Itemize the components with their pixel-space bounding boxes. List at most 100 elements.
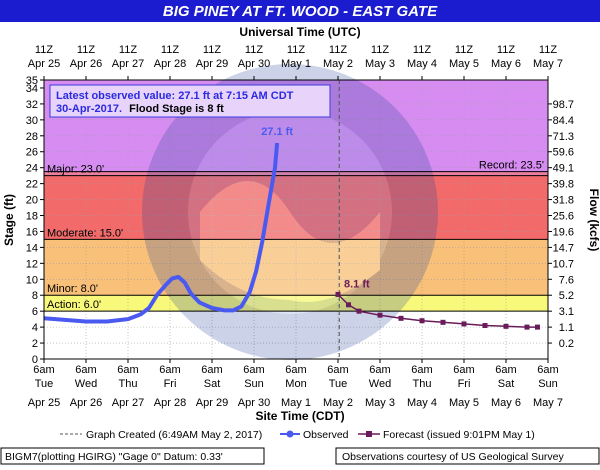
bottom-axis-ticks: 6am Tue Apr 25 6am Wed Apr 26 6am Thu Apr 27 6am F… — [28, 359, 563, 409]
bottom-tick-date: Apr 29 — [196, 397, 228, 409]
moderate-band — [44, 175, 548, 240]
right-tick-label: 71.3 — [553, 131, 574, 143]
bottom-tick-weekday: Tue — [329, 378, 348, 390]
top-tick-hour: 11Z — [161, 44, 179, 56]
top-tick-hour: 11Z — [35, 44, 53, 56]
right-tick-label: 5.2 — [559, 290, 574, 302]
bottom-tick-date: May 5 — [449, 397, 479, 409]
top-tick-date: May 3 — [365, 58, 395, 70]
top-tick-hour: 11Z — [77, 44, 95, 56]
bottom-tick-time: 6am — [117, 364, 138, 376]
level-label-minor: Minor: 8.0' — [47, 283, 98, 295]
bottom-tick-time: 6am — [495, 364, 516, 376]
bottom-tick-weekday: Wed — [75, 378, 97, 390]
forecast-point — [524, 324, 530, 330]
bottom-tick-weekday: Sat — [204, 378, 221, 390]
legend-graph-created: Graph Created (6:49AM May 2, 2017) — [86, 429, 262, 441]
top-tick-date: May 5 — [449, 58, 479, 70]
top-tick-date: May 6 — [491, 58, 521, 70]
bottom-tick-time: 6am — [369, 364, 390, 376]
left-tick-label: 8 — [32, 290, 38, 302]
top-tick-date: May 2 — [323, 58, 353, 70]
top-tick-hour: 11Z — [329, 44, 347, 56]
bottom-tick-date: May 4 — [407, 397, 437, 409]
chart-title: BIG PINEY AT FT. WOOD - EAST GATE — [163, 3, 438, 20]
bottom-tick-time: 6am — [453, 364, 474, 376]
top-tick-hour: 11Z — [539, 44, 557, 56]
top-tick-date: Apr 29 — [196, 58, 228, 70]
bottom-tick-date: May 6 — [491, 397, 521, 409]
right-tick-label: 49.1 — [553, 163, 574, 175]
right-tick-label: 19.6 — [553, 226, 574, 238]
footer-datum: BIGM7(plotting HGIRG) "Gage 0" Datum: 0.… — [5, 451, 223, 463]
forecast-point — [535, 324, 540, 330]
forecast-point — [346, 302, 351, 308]
top-tick-date: Apr 28 — [154, 58, 186, 70]
right-axis-title: Flow (kcfs) — [587, 189, 600, 252]
right-tick-label: 25.6 — [553, 211, 574, 223]
forecast-series — [335, 291, 540, 330]
latest-observed-date: 30-Apr-2017. — [56, 103, 122, 115]
top-axis-ticks: 11Z Apr 25 11Z Apr 26 11Z Apr 27 11Z Apr 28 11Z A… — [28, 44, 563, 80]
left-tick-label: 24 — [26, 163, 38, 175]
bottom-tick-time: 6am — [201, 364, 222, 376]
top-tick-date: Apr 30 — [238, 58, 270, 70]
footer: BIGM7(plotting HGIRG) "Gage 0" Datum: 0.… — [0, 447, 600, 465]
bottom-tick-weekday: Wed — [369, 378, 391, 390]
bottom-tick-time: 6am — [75, 364, 96, 376]
right-tick-label: 39.8 — [553, 179, 574, 191]
legend-observed: Observed — [303, 429, 349, 441]
bottom-tick-date: May 2 — [323, 397, 353, 409]
legend: Graph Created (6:49AM May 2, 2017) Obser… — [60, 429, 535, 441]
top-tick-hour: 11Z — [371, 44, 389, 56]
right-tick-label: 3.1 — [559, 306, 574, 318]
left-tick-label: 0 — [32, 354, 38, 366]
top-tick-date: May 7 — [533, 58, 563, 70]
bottom-tick-date: May 7 — [533, 397, 563, 409]
bottom-tick-date: Apr 30 — [238, 397, 270, 409]
right-tick-label: 10.7 — [553, 258, 574, 270]
top-tick-hour: 11Z — [287, 44, 305, 56]
bottom-tick-weekday: Thu — [413, 378, 432, 390]
right-tick-label: 0.2 — [559, 338, 574, 350]
top-tick-hour: 11Z — [497, 44, 515, 56]
bottom-tick-time: 6am — [159, 364, 180, 376]
bottom-tick-date: Apr 28 — [154, 397, 186, 409]
noaa-watermark — [142, 64, 438, 360]
left-tick-label: 28 — [26, 131, 38, 143]
footer-courtesy: Observations courtesy of US Geological S… — [342, 451, 565, 463]
forecast-start-label: 8.1 ft — [344, 278, 370, 290]
info-box: Latest observed value: 27.1 ft at 7:15 A… — [49, 84, 331, 118]
left-tick-label: 35 — [26, 75, 38, 87]
top-tick-hour: 11Z — [203, 44, 221, 56]
left-tick-label: 18 — [26, 211, 38, 223]
left-tick-label: 6 — [32, 306, 38, 318]
top-tick-date: May 4 — [407, 58, 437, 70]
right-tick-label: 7.6 — [559, 274, 574, 286]
bottom-tick-time: 6am — [411, 364, 432, 376]
left-tick-label: 22 — [26, 179, 38, 191]
forecast-point — [482, 323, 488, 329]
left-tick-label: 14 — [26, 242, 38, 254]
top-tick-date: Apr 25 — [28, 58, 60, 70]
left-axis-title: Stage (ft) — [2, 194, 16, 246]
bottom-axis-title: Site Time (CDT) — [255, 409, 344, 423]
bottom-tick-time: 6am — [327, 364, 348, 376]
top-tick-date: Apr 26 — [70, 58, 102, 70]
right-tick-label: 84.4 — [553, 115, 574, 127]
bottom-tick-date: May 3 — [365, 397, 395, 409]
right-tick-label: 98.7 — [553, 99, 574, 111]
right-axis-ticks: 0.2 1.1 3.1 5.2 7.6 10.7 14.7 19.6 25.6 31.8 39.8 4… — [548, 99, 574, 350]
left-tick-label: 26 — [26, 147, 38, 159]
forecast-point — [440, 319, 446, 325]
bottom-tick-time: 6am — [537, 364, 558, 376]
level-label-record: Record: 23.5' — [479, 160, 544, 172]
top-tick-hour: 11Z — [413, 44, 431, 56]
bottom-tick-weekday: Sun — [244, 378, 264, 390]
left-tick-label: 4 — [32, 322, 38, 334]
flood-level-lines: Action: 6.0' Minor: 8.0' Moderate: 15.0' Ma… — [44, 160, 548, 312]
top-tick-hour: 11Z — [455, 44, 473, 56]
forecast-point — [377, 312, 383, 318]
